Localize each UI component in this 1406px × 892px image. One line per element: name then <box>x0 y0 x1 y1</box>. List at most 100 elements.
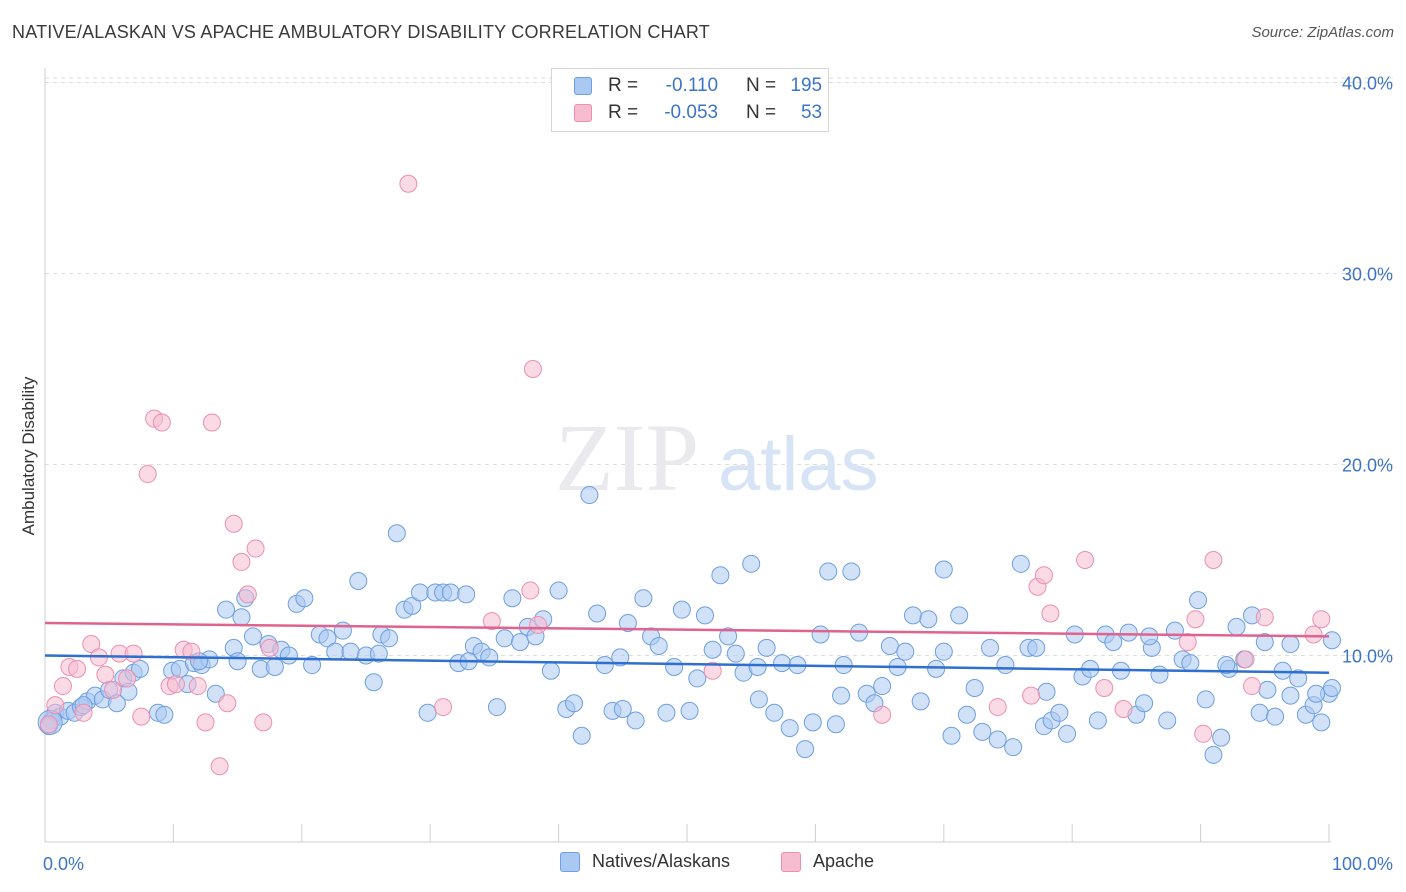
apache-point <box>210 757 229 776</box>
natives-point <box>206 684 225 703</box>
natives-point <box>265 657 284 676</box>
natives-point <box>457 585 476 604</box>
natives-point <box>380 629 399 648</box>
natives-point <box>1281 686 1300 705</box>
bottom-swatch-pink <box>781 851 801 872</box>
natives-point <box>480 648 499 667</box>
natives-point <box>418 703 437 722</box>
natives-point <box>649 636 668 655</box>
apache-point <box>1242 677 1261 696</box>
apache-point <box>1034 566 1053 585</box>
apache-point <box>246 539 265 558</box>
natives-point <box>387 524 406 543</box>
natives-point <box>613 699 632 718</box>
natives-point <box>749 690 768 709</box>
apache-point <box>124 644 143 663</box>
natives-point <box>1158 711 1177 730</box>
natives-point <box>672 600 691 619</box>
natives-point <box>1289 669 1308 688</box>
natives-point <box>1281 635 1300 654</box>
apache-point <box>254 713 273 732</box>
natives-point <box>495 629 514 648</box>
natives-point <box>410 583 429 602</box>
apache-point <box>68 659 87 678</box>
legend-r-label: R = <box>608 102 639 123</box>
legend-row-apache: R = -0.053 N = 53 <box>574 100 822 126</box>
apache-point <box>1304 625 1323 644</box>
natives-point <box>634 589 653 608</box>
natives-point <box>295 589 314 608</box>
natives-point <box>880 636 899 655</box>
natives-point <box>803 713 822 732</box>
tick-labels: 10.0% 20.0% 30.0% 40.0% 0.0% 100.0% <box>43 74 1393 875</box>
natives-point <box>719 627 738 646</box>
natives-point <box>934 642 953 661</box>
apache-point <box>82 635 101 654</box>
apache-point <box>224 514 243 533</box>
natives-point <box>626 711 645 730</box>
legend-n-value: 53 <box>800 102 823 123</box>
natives-point <box>695 606 714 625</box>
natives-point <box>757 638 776 657</box>
natives-point <box>942 726 961 745</box>
apache-point <box>1186 610 1205 629</box>
natives-point <box>819 562 838 581</box>
apache-point <box>1114 699 1133 718</box>
natives-point <box>981 638 1000 657</box>
natives-point <box>303 656 322 675</box>
natives-point <box>665 657 684 676</box>
y-tick-label: 30.0% <box>1342 265 1393 285</box>
natives-point <box>403 596 422 615</box>
natives-point <box>1119 623 1138 642</box>
natives-point <box>487 698 506 717</box>
natives-point <box>703 640 722 659</box>
natives-point <box>244 627 263 646</box>
natives-point <box>1104 633 1123 652</box>
natives-point <box>1181 654 1200 673</box>
natives-point <box>957 705 976 724</box>
x-tick-label: 100.0% <box>1332 854 1393 874</box>
natives-point <box>873 677 892 696</box>
legend-n-label: N = <box>746 75 777 96</box>
natives-point <box>688 669 707 688</box>
natives-point <box>1323 631 1341 650</box>
natives-point <box>950 606 969 625</box>
watermark-zip: ZIP <box>555 404 699 511</box>
apache-point <box>74 703 93 722</box>
apache-point <box>1022 686 1041 705</box>
series-apache-points <box>39 174 1331 776</box>
apache-point <box>53 677 72 696</box>
natives-point <box>565 694 584 713</box>
natives-point <box>1323 678 1341 697</box>
natives-point <box>503 589 522 608</box>
apache-point <box>188 677 207 696</box>
natives-point <box>333 621 352 640</box>
natives-point <box>1037 682 1056 701</box>
natives-point <box>595 656 614 675</box>
natives-point <box>919 610 938 629</box>
bottom-swatch-blue <box>560 851 580 872</box>
apache-point <box>1312 610 1331 629</box>
apache-point <box>399 174 418 193</box>
natives-point <box>711 566 730 585</box>
apache-point <box>988 698 1007 717</box>
natives-point <box>657 703 676 722</box>
natives-point <box>1011 554 1030 573</box>
apache-trend-line <box>44 621 1330 638</box>
apache-point <box>482 612 501 631</box>
natives-point <box>618 614 637 633</box>
y-tick-label: 20.0% <box>1342 456 1393 476</box>
y-tick-label: 40.0% <box>1342 74 1393 94</box>
natives-point <box>155 705 174 724</box>
source-label: Source: ZipAtlas.com <box>1251 24 1394 41</box>
natives-point <box>1258 680 1277 699</box>
natives-point <box>988 730 1007 749</box>
natives-point <box>1088 711 1107 730</box>
natives-point <box>1140 627 1159 646</box>
bottom-legend-label: Natives/Alaskans <box>592 851 731 871</box>
natives-point <box>765 703 784 722</box>
chart-title: NATIVE/ALASKAN VS APACHE AMBULATORY DISA… <box>12 22 711 42</box>
natives-point <box>742 554 761 573</box>
natives-point <box>1307 684 1326 703</box>
